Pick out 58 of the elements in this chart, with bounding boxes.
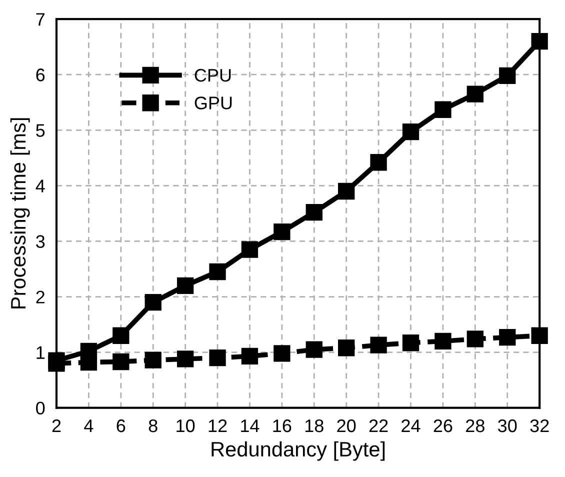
point (499, 67, 516, 84)
y-tick-label: 3 (36, 235, 45, 248)
y-tick-label: 2 (36, 290, 44, 304)
point (370, 336, 387, 354)
y-tick-label: 7 (36, 13, 44, 26)
x-tick-label: 12 (208, 419, 227, 432)
y-tick-label: 5 (36, 124, 45, 137)
point (209, 350, 226, 366)
point (370, 154, 387, 171)
point (402, 123, 420, 140)
x-tick-label: 6 (116, 419, 126, 432)
point (306, 341, 322, 358)
y-tick-label: 4 (36, 180, 45, 192)
x-tick-label: 26 (434, 419, 452, 432)
x-tick-label: 28 (466, 419, 484, 432)
point (531, 327, 548, 344)
y-tick-label: 0 (36, 402, 45, 415)
x-tick-label: 20 (337, 419, 356, 432)
point (274, 345, 290, 362)
point (176, 277, 194, 294)
point (176, 350, 194, 368)
x-tick-label: 16 (273, 419, 292, 432)
point (434, 101, 452, 118)
point (241, 348, 258, 365)
point (48, 355, 65, 372)
x-tick-label: 8 (148, 419, 158, 432)
point (209, 263, 226, 280)
x-axis-title: Redundancy [Byte] (212, 441, 385, 461)
x-tick-label: 24 (402, 419, 420, 432)
x-tick-label: 30 (498, 419, 517, 432)
point (466, 86, 484, 102)
legend-label: CPU (194, 68, 231, 82)
y-tick-label: 1 (36, 346, 45, 359)
point (112, 327, 130, 344)
x-tick-label: 4 (84, 420, 94, 432)
y-tick-label: 6 (36, 68, 45, 82)
x-tick-label: 22 (369, 419, 388, 432)
point (274, 223, 290, 240)
x-tick-label: 32 (530, 419, 549, 432)
point (434, 332, 452, 350)
point (144, 352, 162, 368)
point (80, 354, 98, 371)
point (402, 334, 420, 352)
x-tick-label: 2 (52, 419, 61, 432)
x-tick-label: 10 (176, 419, 195, 432)
point (338, 340, 355, 356)
point (241, 241, 258, 258)
legend-label: GPU (194, 96, 232, 110)
y-axis-title: Processing time [ms] (10, 118, 30, 308)
point (144, 294, 162, 311)
point (499, 328, 516, 346)
point (338, 182, 355, 200)
point (466, 330, 484, 348)
point (112, 353, 130, 370)
x-tick-label: 18 (305, 419, 324, 432)
x-tick-label: 14 (241, 420, 260, 432)
point (531, 32, 548, 50)
point (306, 204, 322, 221)
